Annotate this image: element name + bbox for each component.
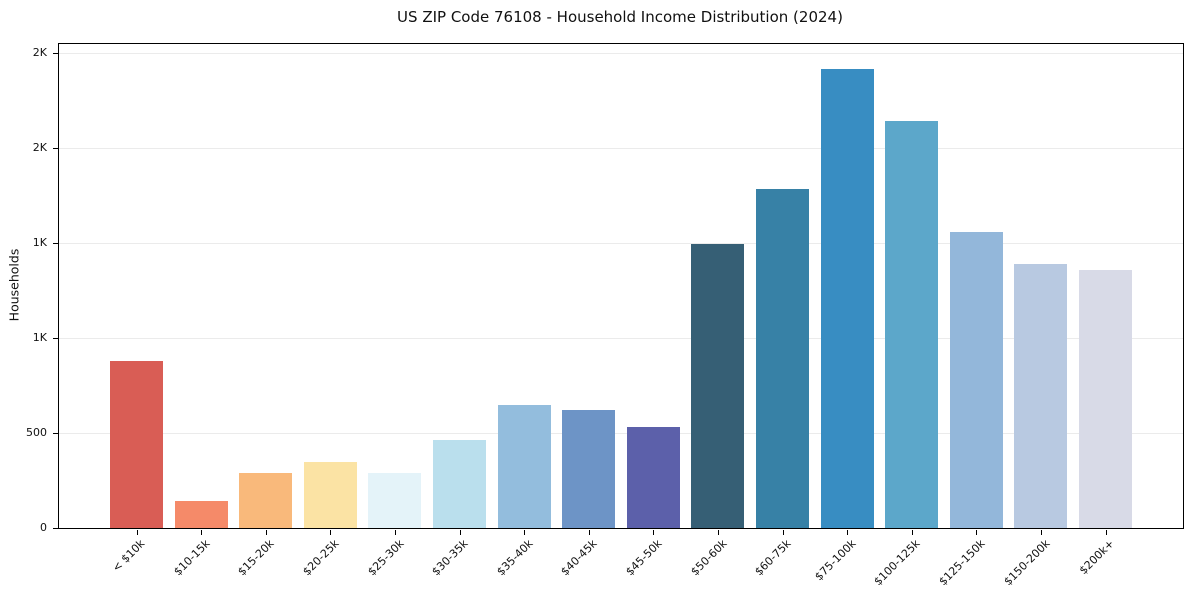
x-tick-label: $60-75k [752, 537, 794, 579]
x-tick-mark [524, 530, 526, 535]
x-tick-label: $25-30k [364, 537, 407, 579]
x-tick-mark [330, 530, 332, 535]
x-tick-label: $150-200k [1000, 537, 1053, 589]
gridline [59, 147, 1183, 149]
bar-8 [562, 410, 616, 528]
chart-title: US ZIP Code 76108 - Household Income Dis… [397, 8, 843, 26]
x-tick-mark [1040, 530, 1042, 535]
x-tick-mark [201, 530, 203, 535]
x-tick-label: $15-20k [235, 537, 277, 579]
bar-13 [885, 121, 939, 528]
bar-11 [756, 188, 809, 528]
y-tick-mark [53, 242, 58, 244]
y-tick-mark [53, 52, 58, 54]
bar-2 [174, 501, 228, 528]
y-tick-label: 0 [40, 521, 47, 534]
x-tick-mark [588, 530, 590, 535]
x-tick-mark [136, 530, 138, 535]
x-tick-label: $75-100k [812, 537, 859, 584]
x-tick-mark [459, 530, 461, 535]
x-tick-mark [782, 530, 784, 535]
x-tick-label: $35-40k [494, 537, 536, 579]
bar-10 [691, 243, 745, 528]
y-tick-label: 2K [32, 140, 47, 154]
y-tick-label: 1K [32, 330, 47, 344]
x-tick-mark [265, 530, 267, 535]
x-tick-mark [911, 530, 913, 535]
y-tick-label: 500 [26, 425, 47, 439]
gridline [59, 242, 1183, 244]
gridline [59, 337, 1183, 339]
gridline [59, 52, 1183, 54]
y-axis-label: Households [6, 248, 22, 322]
x-tick-label: $10-15k [171, 537, 213, 579]
y-tick-mark [53, 528, 58, 529]
bar-16 [1079, 269, 1132, 528]
x-tick-mark [847, 530, 849, 535]
bar-14 [949, 231, 1003, 528]
x-tick-mark [976, 530, 978, 535]
y-tick-mark [53, 147, 58, 149]
x-tick-label: $30-35k [429, 537, 471, 579]
bar-3 [239, 472, 293, 528]
x-tick-mark [653, 530, 655, 535]
x-tick-label: $20-25k [300, 537, 342, 579]
x-tick-label: $125-150k [936, 537, 988, 589]
x-tick-mark [394, 530, 396, 535]
y-tick-label: 1K [32, 235, 47, 249]
bar-7 [497, 405, 551, 528]
bar-5 [368, 472, 422, 528]
y-tick-mark [53, 432, 58, 434]
x-tick-mark [1105, 530, 1107, 535]
x-tick-label: $100-125k [871, 537, 923, 589]
bar-15 [1014, 263, 1068, 528]
bar-12 [820, 69, 874, 528]
x-tick-label: $45-50k [623, 537, 665, 579]
bar-1 [110, 360, 163, 528]
bar-9 [626, 427, 680, 528]
y-tick-label: 2K [32, 45, 47, 59]
x-tick-label: $40-45k [558, 537, 600, 579]
bar-6 [433, 439, 486, 528]
x-tick-label: < $10k [110, 537, 148, 575]
x-tick-label: $200k+ [1076, 537, 1117, 578]
y-tick-mark [53, 337, 58, 339]
x-tick-label: $50-60k [687, 537, 730, 579]
x-tick-mark [717, 530, 719, 535]
bar-4 [303, 462, 357, 528]
gridline [59, 432, 1183, 434]
plot-area: 0 500 1K 1K 2K 2K < $10k $10-15k $15-20k $20-25k $… [26, 43, 1184, 588]
